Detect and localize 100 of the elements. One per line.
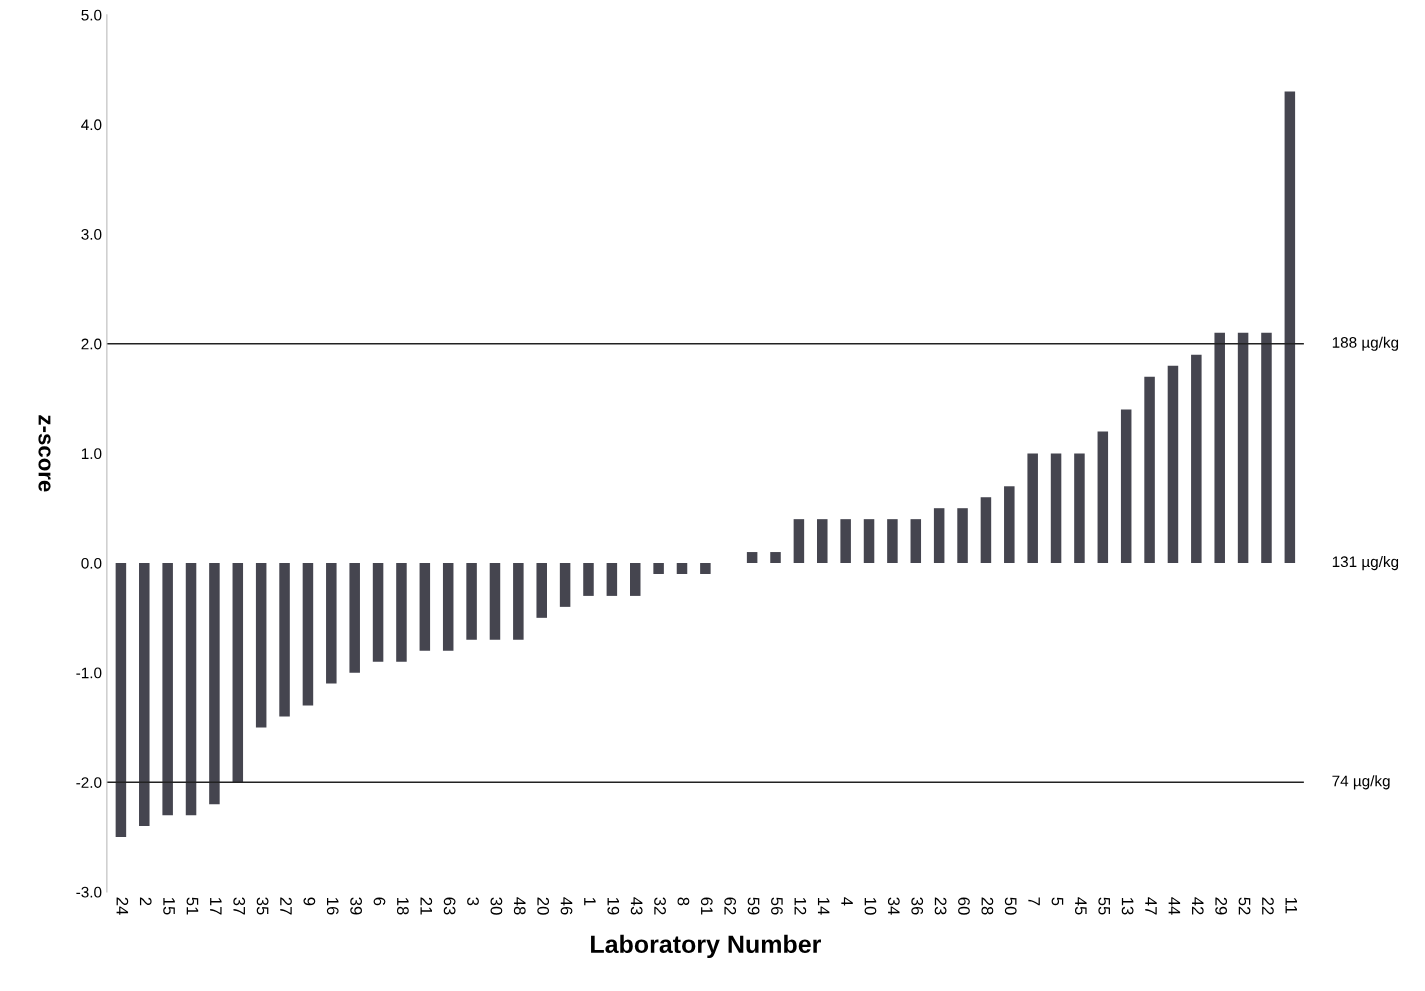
x-tick-label: 59	[747, 897, 760, 915]
bar	[139, 563, 150, 827]
x-tick-label: 14	[817, 898, 830, 915]
x-tick-label: 18	[396, 898, 409, 915]
x-tick-label: 61	[700, 897, 713, 915]
x-tick-label: 51	[186, 897, 199, 915]
bar	[326, 563, 337, 684]
x-tick-label: 60	[958, 897, 970, 915]
bar	[279, 563, 290, 717]
x-tick-label: 35	[256, 897, 269, 915]
bar	[653, 563, 664, 574]
bar	[1050, 453, 1062, 564]
bar	[1284, 91, 1296, 564]
x-tick-label: 20	[537, 897, 550, 915]
x-tick-label: 56	[771, 897, 783, 915]
x-tick-label: 62	[724, 897, 737, 915]
bar	[933, 508, 945, 564]
bar	[863, 519, 875, 564]
bar	[887, 519, 898, 564]
y-tick-label: 5.0	[81, 9, 102, 21]
bar	[606, 563, 618, 596]
x-tick-label: 23	[934, 897, 947, 915]
bar	[676, 563, 688, 574]
x-tick-label: 9	[303, 897, 316, 906]
x-tick-label: 30	[490, 897, 503, 915]
x-tick-label: 63	[443, 897, 456, 915]
bar	[1167, 365, 1179, 564]
y-tick-label: -2.0	[76, 777, 102, 788]
x-tick-label: 16	[326, 898, 339, 915]
x-tick-label: 22	[1262, 897, 1274, 915]
bar	[1027, 453, 1038, 564]
x-tick-label: 50	[1004, 897, 1017, 915]
x-tick-label: 36	[911, 897, 924, 915]
x-tick-label: 27	[280, 897, 292, 915]
x-tick-label: 46	[560, 897, 573, 915]
x-tick-label: 21	[420, 897, 433, 915]
bar	[793, 519, 805, 564]
bar	[349, 563, 360, 673]
bar	[162, 563, 173, 816]
bar	[1004, 486, 1015, 564]
bar	[1074, 453, 1085, 564]
bar	[1214, 332, 1225, 564]
x-tick-label: 47	[1145, 897, 1157, 915]
bar	[957, 508, 968, 564]
x-tick-label: 3	[467, 897, 479, 906]
x-tick-label: 19	[607, 898, 620, 915]
bar	[1097, 431, 1109, 564]
bar	[115, 563, 127, 838]
x-tick-label: 42	[1192, 897, 1204, 915]
x-tick-label: 37	[233, 897, 246, 915]
bar	[513, 563, 524, 640]
ref-line-label: 188 µg/kg	[1332, 336, 1399, 351]
x-tick-label: 52	[1238, 897, 1251, 915]
bar	[1191, 354, 1202, 564]
y-tick-label: -3.0	[76, 886, 102, 898]
x-tick-label: 44	[1168, 897, 1181, 915]
y-tick-label: 2.0	[81, 338, 102, 350]
bar	[840, 519, 851, 564]
x-axis-title: Laboratory Number	[591, 934, 821, 959]
bar	[1261, 332, 1272, 564]
y-tick-label: 0.0	[81, 557, 102, 569]
bar	[1144, 376, 1155, 564]
x-tick-label: 43	[630, 897, 643, 915]
bar	[466, 563, 477, 640]
bar	[372, 563, 384, 662]
y-tick-label: 3.0	[81, 228, 102, 240]
bar	[232, 563, 244, 783]
x-tick-label: 11	[1285, 898, 1297, 914]
bar	[1237, 332, 1249, 564]
x-tick-label: 5	[1051, 897, 1064, 906]
x-tick-label: 12	[794, 898, 807, 915]
bar	[255, 563, 267, 728]
bar	[396, 563, 407, 662]
x-tick-label: 7	[1028, 897, 1040, 906]
x-tick-label: 29	[1215, 897, 1228, 915]
y-tick-label: 1.0	[81, 448, 102, 460]
x-tick-label: 2	[139, 897, 152, 906]
ref-line-label: 74 µg/kg	[1332, 775, 1390, 790]
bar	[583, 563, 594, 596]
x-tick-label: 45	[1074, 897, 1087, 915]
bar	[559, 563, 571, 607]
x-tick-label: 55	[1098, 897, 1110, 915]
bar	[910, 519, 922, 564]
bar	[419, 563, 431, 651]
x-tick-label: 4	[841, 897, 853, 906]
bar	[700, 563, 711, 574]
bar	[746, 552, 758, 564]
x-tick-label: 13	[1121, 898, 1134, 915]
bar	[1120, 409, 1132, 564]
x-tick-label: 24	[116, 897, 129, 915]
bar	[770, 552, 781, 564]
x-tick-label: 15	[163, 898, 175, 915]
bar	[980, 497, 992, 564]
y-tick-label: 4.0	[81, 119, 102, 131]
bar	[536, 563, 547, 618]
x-tick-label: 28	[981, 897, 994, 915]
bar	[629, 563, 641, 596]
x-tick-label: 6	[373, 897, 386, 906]
bar	[302, 563, 314, 706]
x-tick-label: 32	[654, 897, 666, 915]
